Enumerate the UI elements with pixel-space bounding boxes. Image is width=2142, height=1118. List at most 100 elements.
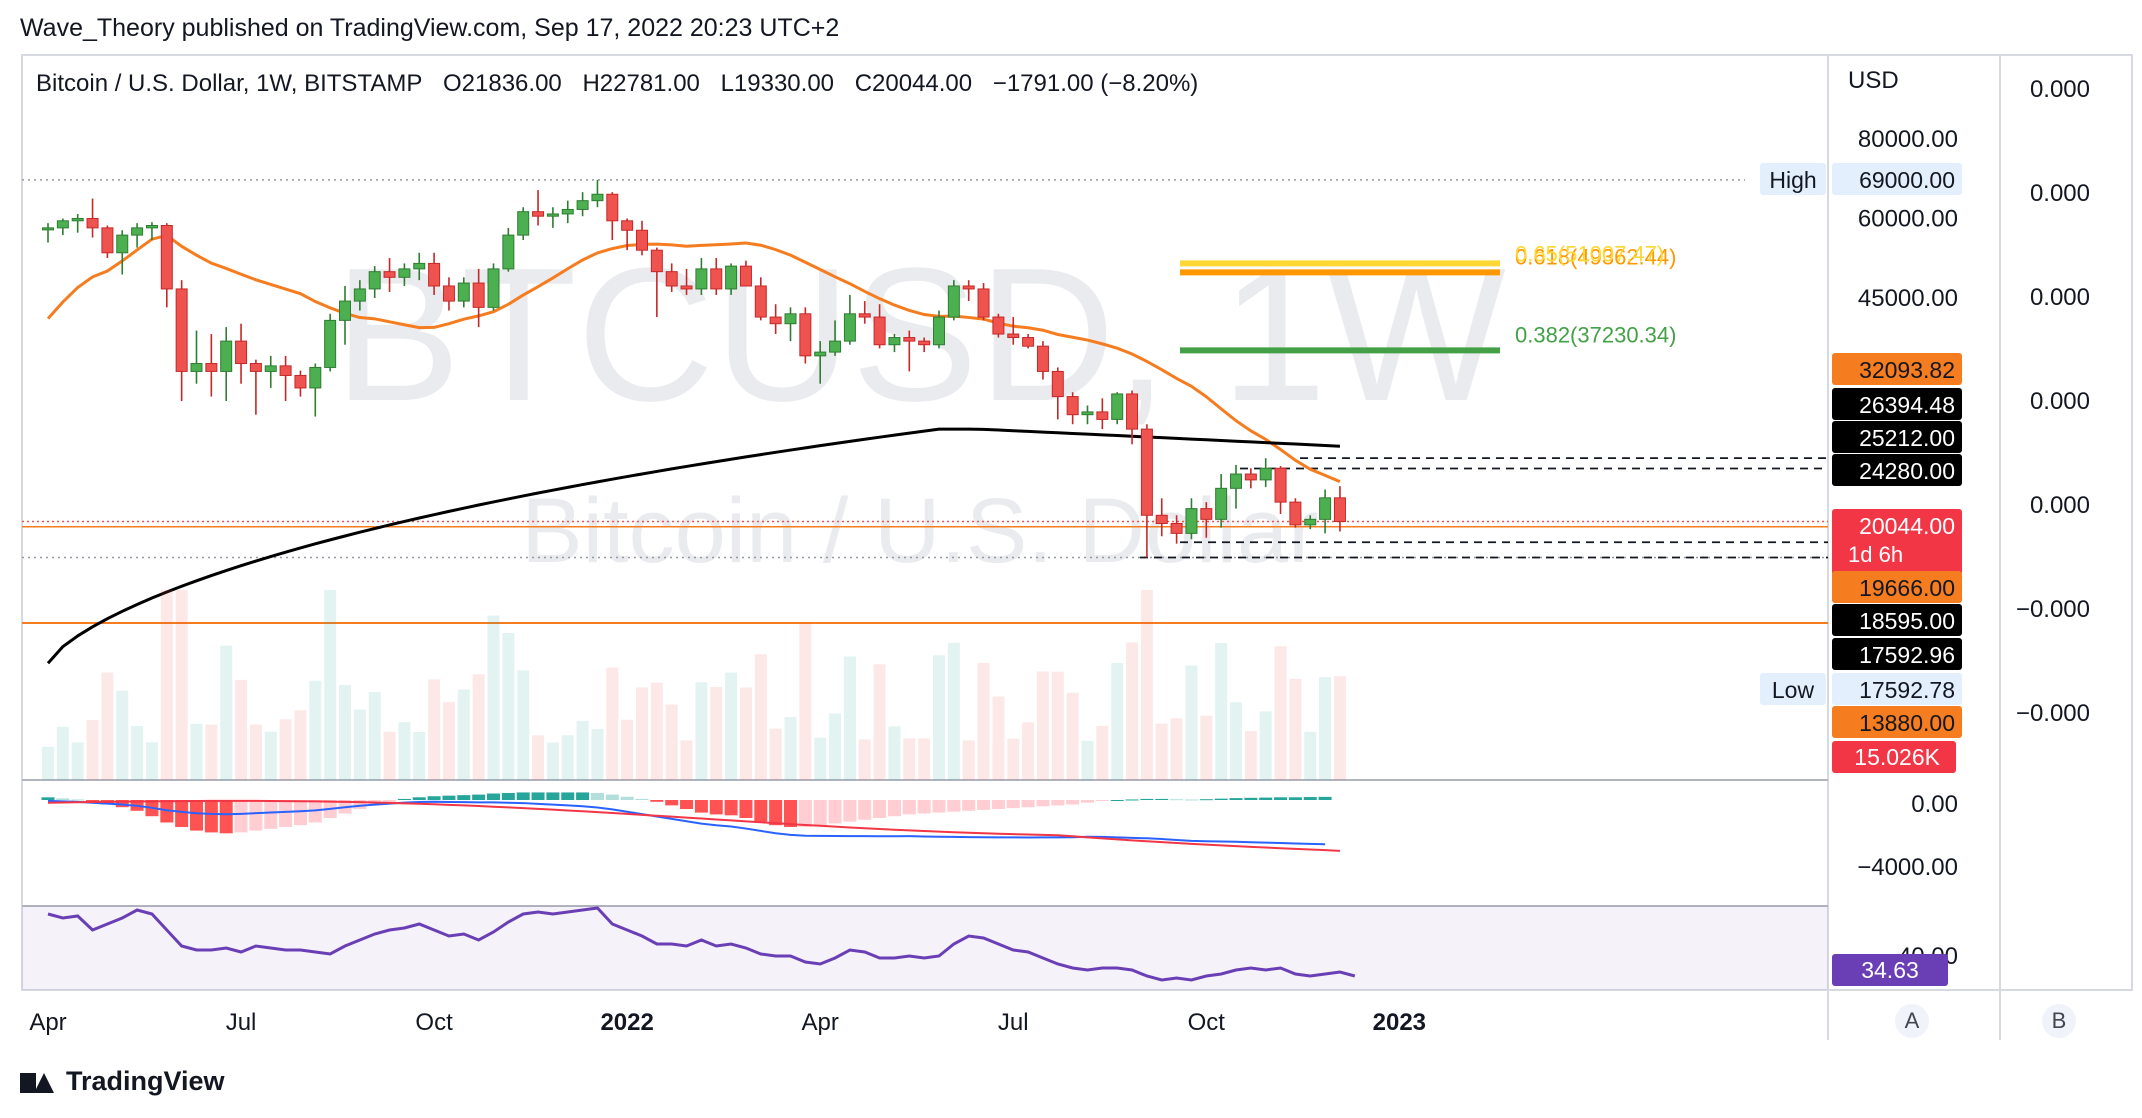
watermark-description: Bitcoin / U.S. Dollar [521, 480, 1319, 582]
price-axis-unit: USD [1848, 67, 1899, 94]
macd-histogram-bar [902, 800, 916, 815]
macd-histogram-bar [442, 795, 456, 800]
candle-body [71, 218, 84, 222]
scale-button-b[interactable]: B [2042, 1004, 2076, 1038]
macd-signal-line [47, 799, 1340, 852]
candle-body [160, 224, 173, 290]
volume-bar [368, 691, 381, 780]
volume-bar [1007, 738, 1020, 780]
macd-histogram-bar [1274, 797, 1288, 800]
volume-bar [1304, 731, 1317, 780]
candle-body [145, 224, 158, 229]
macd-histogram-bar [694, 800, 708, 813]
volume-bar [739, 687, 752, 780]
candle-body [1185, 508, 1198, 534]
secondary-axis-tick: 0.000 [2030, 388, 2090, 415]
macd-histogram-bar [516, 792, 530, 800]
volume-bar [517, 670, 530, 780]
macd-histogram-bar [991, 800, 1005, 809]
macd-histogram-bar [635, 798, 649, 800]
volume-bar [888, 726, 901, 780]
volume-bar [576, 720, 589, 780]
volume-bar [561, 735, 574, 780]
macd-histogram-bar [71, 799, 85, 801]
tradingview-logo-icon [20, 1071, 56, 1093]
volume-bar [621, 719, 634, 780]
candle-body [249, 363, 262, 372]
fib-level-label: 0.618(49362.44) [1515, 244, 1676, 269]
candle-body [1289, 501, 1302, 526]
macd-histogram-bar [650, 800, 664, 802]
macd-histogram-bar [279, 800, 293, 827]
volume-bar [1259, 711, 1272, 780]
time-axis-label: Oct [415, 1009, 453, 1036]
candle-body [1230, 473, 1242, 489]
volume-bar [754, 654, 767, 780]
price-level-badge [1832, 571, 1962, 603]
candle-body [829, 340, 842, 353]
macd-histogram-bar [858, 800, 872, 820]
candle-body [799, 313, 812, 357]
secondary-axis-tick: 0.000 [2030, 284, 2090, 311]
candle-body [353, 288, 366, 302]
price-level-value: 20044.00 [1859, 513, 1955, 539]
price-level-tag-label: Low [1772, 677, 1815, 703]
volume-bar [1274, 646, 1287, 780]
volume-bar [873, 664, 886, 780]
volume-bar [86, 720, 99, 780]
macd-histogram-bar [665, 800, 679, 806]
rsi-value: 34.63 [1861, 957, 1919, 983]
price-level-badge [1832, 163, 1962, 195]
candle-body [1140, 428, 1153, 516]
time-axis-label: Jul [998, 1009, 1029, 1036]
candle-body [606, 193, 619, 222]
candle-body [1319, 497, 1332, 520]
volume-bar [1333, 676, 1346, 780]
scale-button-a[interactable]: A [1895, 1004, 1929, 1038]
candle-body [591, 193, 604, 202]
macd-histogram-bar [932, 800, 946, 813]
volume-bar [650, 682, 663, 780]
macd-histogram-bar [1066, 800, 1080, 805]
candle-body [814, 351, 827, 357]
macd-tick-label: 0.00 [1911, 791, 1958, 818]
candle-body [918, 340, 931, 346]
legend-open: O21836.00 [443, 70, 562, 97]
macd-histogram-bar [1170, 799, 1184, 801]
macd-histogram-bar [1184, 799, 1198, 801]
macd-histogram-bar [397, 798, 411, 800]
volume-bar [442, 702, 455, 780]
volume-bar [1200, 715, 1213, 780]
volume-bar [116, 690, 129, 780]
volume-bar [665, 704, 678, 780]
macd-histogram-bar [1214, 798, 1228, 800]
macd-histogram-bar [590, 792, 604, 800]
price-level-value: 26394.48 [1859, 392, 1955, 418]
macd-histogram-bar [457, 795, 471, 800]
macd-histogram-bar [412, 797, 426, 800]
macd-histogram-bar [798, 800, 812, 827]
volume-bar [1289, 678, 1302, 780]
macd-histogram-bar [887, 800, 901, 817]
secondary-axis-tick: 0.000 [2030, 180, 2090, 207]
macd-histogram-bar [1006, 800, 1020, 809]
macd-histogram-bar [917, 800, 931, 814]
secondary-axis-tick: −0.000 [2016, 700, 2090, 727]
price-level-tag [1760, 163, 1826, 195]
volume-bar [1140, 590, 1153, 780]
candle-body [1274, 467, 1287, 503]
macd-histogram-bar [383, 800, 397, 802]
volume-bar [309, 680, 322, 780]
candle-body [947, 285, 960, 318]
volume-bar [56, 726, 69, 780]
candle-body [324, 319, 337, 368]
macd-histogram-bar [754, 800, 768, 822]
candle-body [992, 316, 1005, 335]
macd-histogram-bar [501, 792, 515, 800]
rsi-line [47, 906, 1356, 982]
price-level-value: 17592.78 [1859, 677, 1955, 703]
macd-histogram-bar [1318, 796, 1332, 800]
candle-body [532, 211, 545, 217]
macd-histogram-bar [1036, 800, 1050, 807]
